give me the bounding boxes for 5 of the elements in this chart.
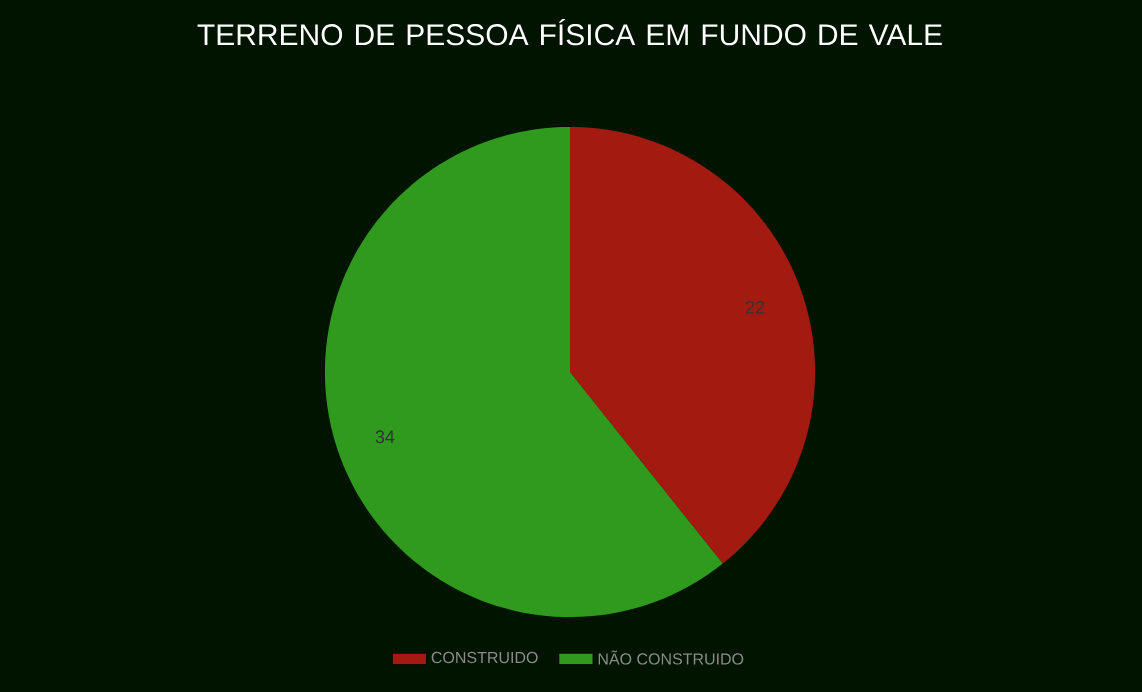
data-label: 34 xyxy=(375,430,395,444)
chart-title: TERRENO DE PESSOA FÍSICA EM FUNDO DE VALE xyxy=(197,19,942,46)
legend-label: CONSTRUIDO xyxy=(431,651,538,664)
legend-label: NÃO CONSTRUIDO xyxy=(598,650,744,665)
data-label: 22 xyxy=(745,300,765,314)
